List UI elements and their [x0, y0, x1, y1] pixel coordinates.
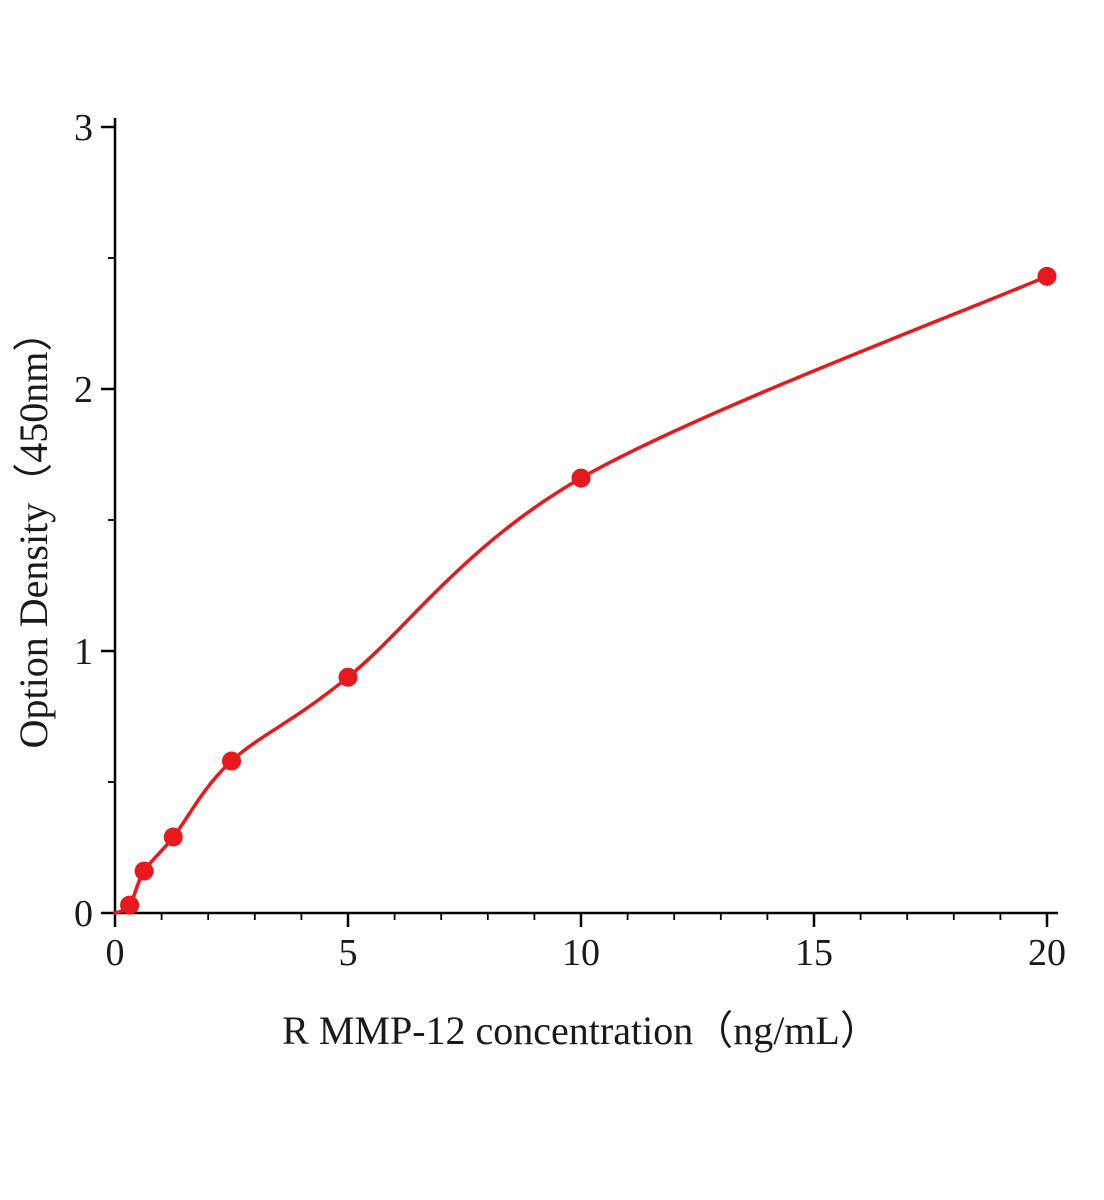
x-axis-title: R MMP-12 concentration（ng/mL） — [282, 1008, 880, 1053]
data-point — [134, 861, 154, 881]
x-tick-label: 0 — [106, 932, 125, 974]
x-tick-label: 20 — [1028, 932, 1066, 974]
y-axis-title: Option Density（450nm） — [11, 311, 56, 749]
x-tick-label: 10 — [562, 932, 600, 974]
y-tick-label: 2 — [74, 369, 93, 411]
y-tick-label: 1 — [74, 631, 93, 673]
data-point — [163, 827, 183, 847]
data-point — [571, 468, 591, 488]
data-point — [1037, 266, 1057, 286]
x-tick-label: 15 — [795, 932, 833, 974]
data-point — [338, 667, 358, 687]
x-tick-label: 5 — [339, 932, 358, 974]
y-tick-label: 0 — [74, 893, 93, 935]
fitted-curve — [113, 274, 1049, 915]
data-point — [222, 751, 241, 771]
y-tick-label: 3 — [74, 107, 93, 149]
data-point — [120, 895, 140, 915]
